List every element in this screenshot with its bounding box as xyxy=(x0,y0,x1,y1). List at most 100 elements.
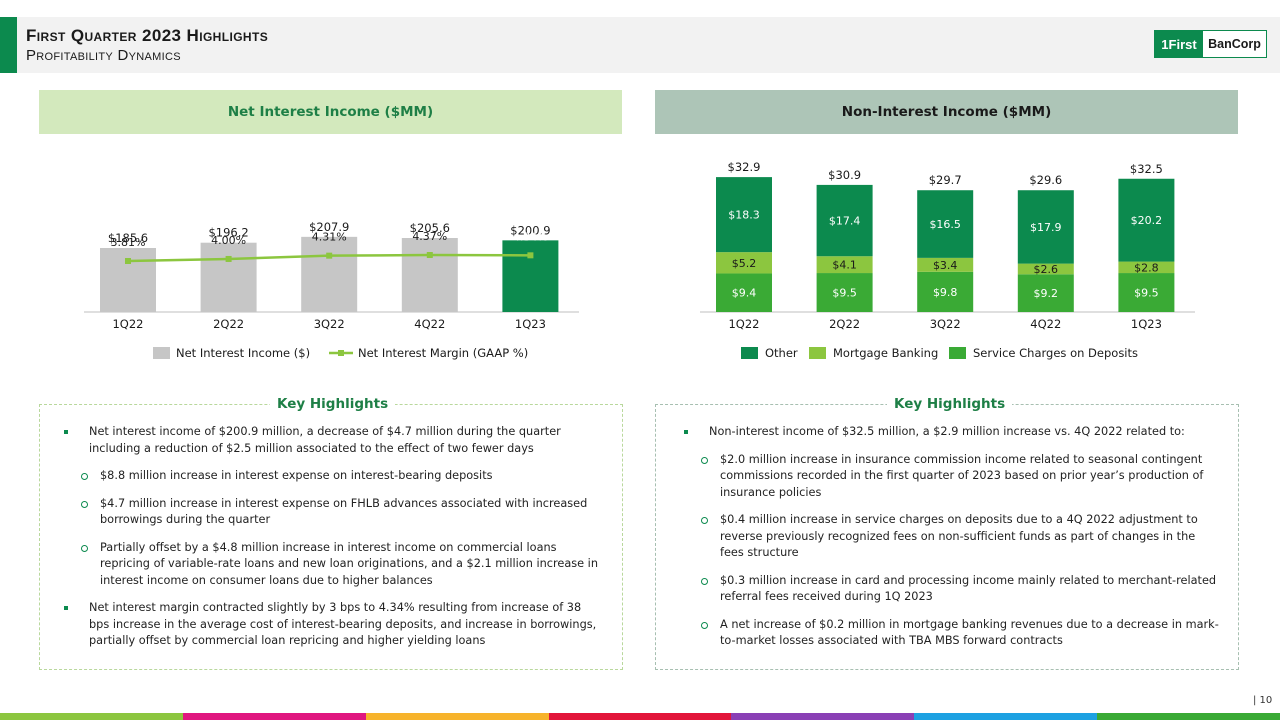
margin-value-label: 4.31% xyxy=(312,231,347,244)
x-tick-label: 3Q22 xyxy=(930,317,961,331)
list-item: Net interest income of $200.9 million, a… xyxy=(64,424,599,457)
footer-color-segment xyxy=(731,713,916,720)
x-tick-label: 2Q22 xyxy=(829,317,860,331)
list-item: Net interest margin contracted slightly … xyxy=(64,600,599,650)
margin-point xyxy=(426,252,433,259)
segment-value-label: $20.2 xyxy=(1131,214,1163,227)
logo-mark: 1First xyxy=(1155,31,1203,57)
x-tick-label: 2Q22 xyxy=(213,317,244,331)
x-tick-label: 4Q22 xyxy=(414,317,445,331)
legend-label: Service Charges on Deposits xyxy=(973,346,1138,360)
legend-label: Net Interest Margin (GAAP %) xyxy=(358,346,528,360)
list-item: $8.8 million increase in interest expens… xyxy=(39,468,599,485)
legend-swatch xyxy=(153,347,170,359)
key-highlights-left-title: Key Highlights xyxy=(270,396,396,412)
non-interest-income-chart: $9.4 $5.2 $18.3 $32.9 1Q22 $9.5 $4.1 $17.4 $30.9… xyxy=(700,160,1195,360)
x-tick-label: 1Q23 xyxy=(515,317,546,331)
margin-value-label: 4.34% xyxy=(513,230,548,243)
x-tick-label: 1Q22 xyxy=(112,317,143,331)
stack-segment xyxy=(917,271,974,312)
x-tick-label: 1Q22 xyxy=(728,317,759,331)
key-highlights-right-list: Non-interest income of $32.5 million, a … xyxy=(684,424,1219,661)
segment-value-label: $3.4 xyxy=(933,259,958,272)
legend-label: Mortgage Banking xyxy=(833,346,938,360)
non-interest-income-header: Non-Interest Income ($MM) xyxy=(655,90,1238,134)
stack-segment xyxy=(716,177,772,253)
bar-value-label: $200.9 xyxy=(510,223,550,237)
stack-segment xyxy=(1118,261,1175,274)
segment-value-label: $9.4 xyxy=(732,287,757,300)
segment-value-label: $4.1 xyxy=(832,259,857,272)
bar xyxy=(200,242,257,312)
legend-swatch xyxy=(809,347,826,359)
list-item: $4.7 million increase in interest expens… xyxy=(39,496,599,529)
stack-segment xyxy=(816,273,873,312)
page-number: | 10 xyxy=(1253,695,1273,706)
margin-value-label: 4.37% xyxy=(412,230,447,243)
stack-segment xyxy=(716,252,772,274)
footer-color-segment xyxy=(182,713,367,720)
segment-value-label: $9.5 xyxy=(832,287,857,300)
segment-value-label: $2.8 xyxy=(1134,261,1159,274)
page-subtitle: Profitability Dynamics xyxy=(26,47,181,64)
legend-label: Other xyxy=(765,346,798,360)
logo-wordmark: BanCorp xyxy=(1208,37,1261,51)
total-value-label: $32.5 xyxy=(1130,162,1163,176)
legend-swatch xyxy=(741,347,758,359)
segment-value-label: $16.5 xyxy=(929,218,961,231)
segment-value-label: $17.4 xyxy=(829,215,861,228)
page-title: First Quarter 2023 Highlights xyxy=(26,26,269,45)
segment-value-label: $5.2 xyxy=(732,257,757,270)
stack-segment xyxy=(816,184,873,257)
footer-color-segment xyxy=(1097,713,1280,720)
list-item: $2.0 million increase in insurance commi… xyxy=(659,452,1219,502)
total-value-label: $32.9 xyxy=(728,160,761,174)
list-item: A net increase of $0.2 million in mortga… xyxy=(659,617,1219,650)
legend-swatch xyxy=(949,347,966,359)
stack-segment xyxy=(1017,263,1074,275)
header-accent xyxy=(0,17,17,73)
bar-value-label: $207.9 xyxy=(309,220,349,234)
bar-value-label: $185.6 xyxy=(108,231,148,245)
stack-segment xyxy=(917,257,974,272)
segment-value-label: $9.2 xyxy=(1034,287,1059,300)
key-highlights-left-list: Net interest income of $200.9 million, a… xyxy=(64,424,599,661)
key-highlights-right-title: Key Highlights xyxy=(887,396,1013,412)
segment-value-label: $18.3 xyxy=(728,209,760,222)
total-value-label: $29.7 xyxy=(929,173,962,187)
x-tick-label: 3Q22 xyxy=(314,317,345,331)
stack-segment xyxy=(1118,273,1175,312)
bar xyxy=(502,240,559,312)
net-interest-income-header: Net Interest Income ($MM) xyxy=(39,90,622,134)
segment-value-label: $2.6 xyxy=(1034,263,1059,276)
x-tick-label: 4Q22 xyxy=(1030,317,1061,331)
segment-value-label: $9.5 xyxy=(1134,287,1159,300)
margin-point xyxy=(225,255,232,262)
x-tick-label: 1Q23 xyxy=(1131,317,1162,331)
bar-value-label: $205.6 xyxy=(410,221,450,235)
margin-point xyxy=(125,258,131,264)
footer-color-segment xyxy=(0,713,184,720)
legend-marker xyxy=(338,350,344,356)
stack-segment xyxy=(716,273,772,312)
segment-value-label: $9.8 xyxy=(933,286,958,299)
company-logo: 1First BanCorp xyxy=(1154,30,1267,58)
total-value-label: $29.6 xyxy=(1029,173,1062,187)
list-item: Partially offset by a $4.8 million incre… xyxy=(39,540,599,590)
margin-point xyxy=(326,252,333,259)
list-item: $0.4 million increase in service charges… xyxy=(659,512,1219,562)
footer-color-segment xyxy=(365,713,550,720)
bar xyxy=(301,236,358,312)
margin-value-label: 4.00% xyxy=(211,234,246,247)
stack-segment xyxy=(1017,190,1074,264)
bar-value-label: $196.2 xyxy=(208,226,248,240)
footer-color-segment xyxy=(914,713,1099,720)
stack-segment xyxy=(816,256,873,274)
stack-segment xyxy=(1017,274,1074,312)
bar xyxy=(401,238,458,312)
bar xyxy=(100,248,156,312)
list-item: $0.3 million increase in card and proces… xyxy=(659,573,1219,606)
list-item: Non-interest income of $32.5 million, a … xyxy=(684,424,1219,441)
stack-segment xyxy=(917,190,974,258)
total-value-label: $30.9 xyxy=(828,168,861,182)
